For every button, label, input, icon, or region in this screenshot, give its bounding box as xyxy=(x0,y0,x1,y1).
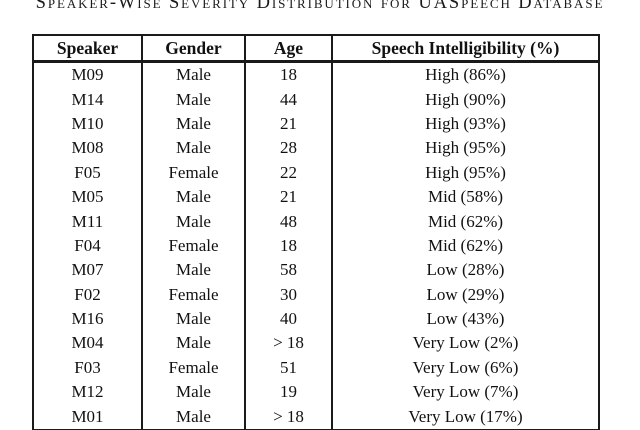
age-cell: 28 xyxy=(244,136,333,161)
age-cell: 21 xyxy=(244,111,333,137)
table-row: F03 Female 51 Very Low (6%) xyxy=(32,355,600,381)
column-header-speech-intelligibility: Speech Intelligibility (%) xyxy=(331,35,600,63)
table-row: F04 Female 18 Mid (62%) xyxy=(32,233,600,259)
table-row: M07 Male 58 Low (28%) xyxy=(32,258,600,283)
intelligibility-cell: Very Low (6%) xyxy=(331,355,600,381)
intelligibility-cell: Very Low (7%) xyxy=(331,380,600,405)
age-cell: 21 xyxy=(244,184,333,210)
gender-cell: Male xyxy=(141,184,246,210)
table-body: M09 Male 18 High (86%) M14 Male 44 High (90%) M1… xyxy=(32,61,600,430)
age-cell: 44 xyxy=(244,87,333,112)
speaker-cell: M11 xyxy=(32,209,143,234)
header-row: Speaker Gender Age Speech Intelligibility (… xyxy=(32,35,600,63)
intelligibility-cell: Low (43%) xyxy=(331,306,600,332)
speaker-cell: F03 xyxy=(32,355,143,381)
intelligibility-cell: Low (29%) xyxy=(331,282,600,307)
gender-cell: Female xyxy=(141,282,246,307)
table-row: F02 Female 30 Low (29%) xyxy=(32,282,600,307)
intelligibility-cell: High (95%) xyxy=(331,136,600,161)
intelligibility-cell: Mid (62%) xyxy=(331,233,600,259)
intelligibility-cell: Low (28%) xyxy=(331,258,600,283)
table-row: M08 Male 28 High (95%) xyxy=(32,136,600,161)
table-row: M14 Male 44 High (90%) xyxy=(32,87,600,112)
gender-cell: Male xyxy=(141,258,246,283)
gender-cell: Female xyxy=(141,233,246,259)
gender-cell: Male xyxy=(141,87,246,112)
table-row: M12 Male 19 Very Low (7%) xyxy=(32,380,600,405)
speaker-cell: M10 xyxy=(32,111,143,137)
speaker-cell: M12 xyxy=(32,380,143,405)
age-cell: > 18 xyxy=(244,404,333,430)
gender-cell: Male xyxy=(141,306,246,332)
table-row: M04 Male > 18 Very Low (2%) xyxy=(32,331,600,356)
speaker-cell: F04 xyxy=(32,233,143,259)
age-cell: 40 xyxy=(244,306,333,332)
intelligibility-cell: High (95%) xyxy=(331,160,600,185)
intelligibility-cell: High (90%) xyxy=(331,87,600,112)
column-header-age: Age xyxy=(244,35,333,63)
speaker-cell: F02 xyxy=(32,282,143,307)
speaker-cell: M04 xyxy=(32,331,143,356)
table-row: M16 Male 40 Low (43%) xyxy=(32,306,600,332)
table-row: M09 Male 18 High (86%) xyxy=(32,61,600,88)
table-row: F05 Female 22 High (95%) xyxy=(32,160,600,185)
table-row: M01 Male > 18 Very Low (17%) xyxy=(32,404,600,430)
speaker-cell: M16 xyxy=(32,306,143,332)
speaker-table: Speaker Gender Age Speech Intelligibility (… xyxy=(32,34,600,430)
column-header-gender: Gender xyxy=(141,35,246,63)
speaker-cell: M05 xyxy=(32,184,143,210)
gender-cell: Male xyxy=(141,404,246,430)
age-cell: 18 xyxy=(244,61,333,88)
table-row: M05 Male 21 Mid (58%) xyxy=(32,184,600,210)
age-cell: 22 xyxy=(244,160,333,185)
intelligibility-cell: Mid (58%) xyxy=(331,184,600,210)
intelligibility-cell: Very Low (2%) xyxy=(331,331,600,356)
gender-cell: Female xyxy=(141,355,246,381)
gender-cell: Male xyxy=(141,111,246,137)
gender-cell: Male xyxy=(141,61,246,88)
gender-cell: Male xyxy=(141,380,246,405)
intelligibility-cell: High (93%) xyxy=(331,111,600,137)
intelligibility-cell: Very Low (17%) xyxy=(331,404,600,430)
intelligibility-cell: Mid (62%) xyxy=(331,209,600,234)
speaker-cell: M07 xyxy=(32,258,143,283)
speaker-cell: M01 xyxy=(32,404,143,430)
age-cell: 19 xyxy=(244,380,333,405)
gender-cell: Male xyxy=(141,331,246,356)
age-cell: 58 xyxy=(244,258,333,283)
table-row: M10 Male 21 High (93%) xyxy=(32,111,600,137)
age-cell: 30 xyxy=(244,282,333,307)
gender-cell: Male xyxy=(141,136,246,161)
speaker-cell: M08 xyxy=(32,136,143,161)
table-caption: Speaker-Wise Severity Distribution for U… xyxy=(35,0,605,13)
gender-cell: Female xyxy=(141,160,246,185)
speaker-cell: M09 xyxy=(32,61,143,88)
table-row: M11 Male 48 Mid (62%) xyxy=(32,209,600,234)
age-cell: 48 xyxy=(244,209,333,234)
age-cell: > 18 xyxy=(244,331,333,356)
gender-cell: Male xyxy=(141,209,246,234)
age-cell: 18 xyxy=(244,233,333,259)
intelligibility-cell: High (86%) xyxy=(331,61,600,88)
column-header-speaker: Speaker xyxy=(32,35,143,63)
age-cell: 51 xyxy=(244,355,333,381)
speaker-cell: F05 xyxy=(32,160,143,185)
speaker-cell: M14 xyxy=(32,87,143,112)
